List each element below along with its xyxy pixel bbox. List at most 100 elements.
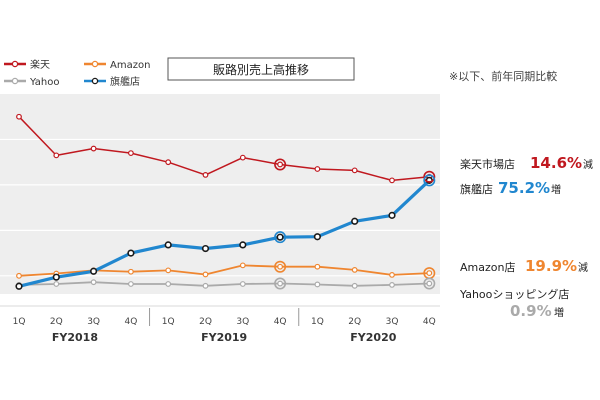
highlight-circle-3-7 <box>274 231 287 244</box>
data-point-3-7 <box>276 233 284 241</box>
data-point-2-11 <box>426 280 433 287</box>
annotation-yahoo-store: Yahooショッピング店 <box>459 287 569 301</box>
data-point-2-7 <box>277 280 284 287</box>
data-point-0-7 <box>277 161 284 168</box>
highlight-circle-0-11 <box>423 170 436 183</box>
annotation-flagship-value: 75.2% <box>498 179 550 197</box>
highlight-circle-3-11 <box>423 174 436 187</box>
data-point-0-10 <box>389 177 395 184</box>
series-points <box>15 113 433 290</box>
data-point-2-2 <box>90 279 97 286</box>
series-line-0 <box>18 116 430 182</box>
data-point-1-0 <box>16 272 22 279</box>
series-line-3 <box>18 179 431 288</box>
annotation-amazon: Amazon店 19.9% 減 <box>460 257 588 275</box>
data-point-0-5 <box>202 172 209 178</box>
data-point-0-9 <box>351 167 358 174</box>
annotation-yahoo-value: 0.9% <box>510 302 552 320</box>
data-point-1-3 <box>127 268 134 275</box>
annotation-flagship-store: 旗艦店 <box>460 182 493 196</box>
chart-title-box: 販路別売上高推移 <box>167 57 355 81</box>
annotation-rakuten-value: 14.6% <box>530 154 582 172</box>
x-tick-label: 2Q <box>348 317 361 327</box>
data-point-1-7 <box>277 263 284 270</box>
data-point-3-6 <box>239 241 247 249</box>
data-point-2-9 <box>351 282 358 289</box>
data-point-2-5 <box>202 282 209 289</box>
legend-item-rakuten: 楽天 <box>4 58 50 71</box>
highlight-circle-2-7 <box>274 277 287 290</box>
annotation-rakuten: 楽天市場店 14.6% 減 <box>460 154 593 172</box>
data-point-2-3 <box>127 281 134 287</box>
annotation-yahoo: Yahooショッピング店 0.9% 増 <box>459 287 569 320</box>
x-tick-label: 1Q <box>162 317 175 327</box>
x-tick-label: 3Q <box>236 317 249 327</box>
fiscal-year-label: FY2019 <box>201 331 247 344</box>
data-point-0-1 <box>53 152 60 159</box>
data-point-3-8 <box>313 233 322 241</box>
data-point-0-6 <box>239 154 246 161</box>
data-point-3-4 <box>164 241 172 249</box>
data-point-0-2 <box>90 145 97 152</box>
x-tick-label: 3Q <box>386 317 399 327</box>
legend: 楽天 Amazon Yahoo 旗艦店 <box>4 58 150 88</box>
annotation-rakuten-store: 楽天市場店 <box>460 157 515 171</box>
data-point-2-4 <box>165 281 172 287</box>
plot-area <box>0 94 440 294</box>
data-point-1-10 <box>389 272 395 278</box>
comparison-note: ※以下、前年同期比較 <box>449 69 557 83</box>
x-tick-label: 2Q <box>50 317 63 327</box>
highlight-circle-1-7 <box>274 260 287 273</box>
legend-item-flagship: 旗艦店 <box>84 75 140 88</box>
legend-item-yahoo: Yahoo <box>4 77 59 88</box>
data-point-3-3 <box>127 249 135 257</box>
annotation-flagship: 旗艦店 75.2% 増 <box>460 179 561 197</box>
highlight-circle-0-7 <box>274 158 287 171</box>
x-tick-label: 3Q <box>87 317 100 327</box>
legend-item-amazon: Amazon <box>84 60 150 71</box>
data-point-0-8 <box>314 166 321 172</box>
x-tick-label: 4Q <box>274 317 287 327</box>
chart-title: 販路別売上高推移 <box>213 62 309 77</box>
fiscal-year-label: FY2020 <box>350 331 396 344</box>
data-point-1-8 <box>314 263 321 270</box>
data-point-3-0 <box>15 282 23 290</box>
data-point-3-9 <box>351 217 359 225</box>
x-tick-label: 4Q <box>124 317 137 327</box>
data-point-1-5 <box>202 271 209 278</box>
x-tick-label: 4Q <box>423 317 436 327</box>
data-point-1-6 <box>239 262 246 269</box>
annotation-yahoo-suffix: 増 <box>554 306 564 319</box>
data-point-0-3 <box>127 150 134 156</box>
series-line-2 <box>18 281 430 287</box>
legend-label-amazon: Amazon <box>110 60 150 71</box>
data-point-2-6 <box>239 281 246 287</box>
data-point-3-5 <box>201 244 210 253</box>
series-lines <box>18 116 431 288</box>
data-point-2-10 <box>389 282 395 288</box>
data-point-3-1 <box>52 273 60 281</box>
data-point-3-2 <box>89 267 98 275</box>
highlight-circle-2-11 <box>423 277 436 290</box>
data-point-0-0 <box>16 113 22 120</box>
x-tick-label: 2Q <box>199 317 212 327</box>
data-point-3-10 <box>388 211 396 219</box>
x-axis: 1Q 2Q 3Q 4Q 1Q 2Q 3Q 4Q 1Q 2Q 3Q 4Q FY2018 FY2019 FY20… <box>0 305 440 344</box>
annotation-amazon-store: Amazon店 <box>460 260 515 274</box>
data-point-2-8 <box>314 281 321 288</box>
annotation-amazon-suffix: 減 <box>578 261 588 274</box>
data-point-0-4 <box>165 159 172 166</box>
data-point-1-9 <box>351 267 358 273</box>
legend-label-flagship: 旗艦店 <box>110 75 140 88</box>
data-point-1-4 <box>165 267 172 274</box>
annotation-flagship-suffix: 増 <box>551 183 561 196</box>
data-point-2-1 <box>53 281 60 287</box>
annotation-amazon-value: 19.9% <box>525 257 577 275</box>
annotation-rakuten-suffix: 減 <box>583 158 593 171</box>
highlight-circles <box>274 158 436 290</box>
x-tick-label: 1Q <box>311 317 324 327</box>
fiscal-year-label: FY2018 <box>52 331 98 344</box>
x-tick-label: 1Q <box>13 317 26 327</box>
data-point-1-11 <box>426 270 433 276</box>
legend-label-rakuten: 楽天 <box>30 58 50 71</box>
